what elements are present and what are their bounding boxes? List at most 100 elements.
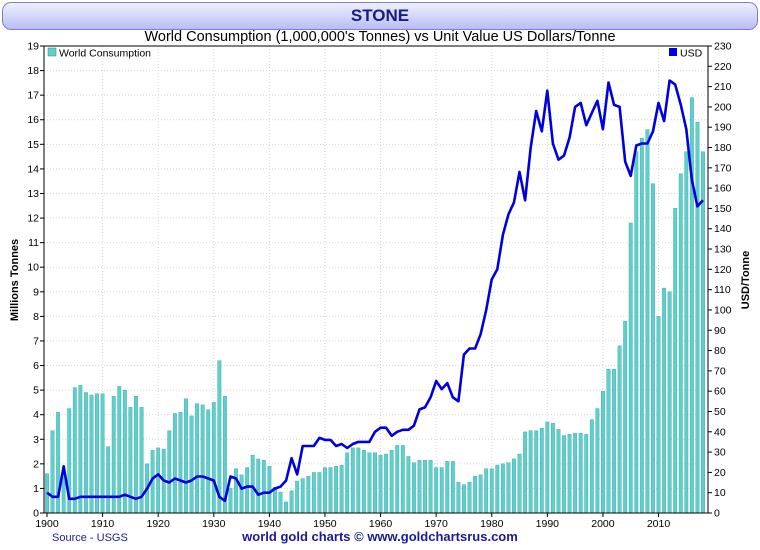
right-tick-label: 170 — [714, 162, 732, 174]
left-tick-label: 3 — [33, 434, 39, 446]
consumption-bar — [211, 402, 216, 514]
consumption-bar — [117, 386, 122, 514]
consumption-bar — [523, 431, 528, 514]
consumption-bar — [361, 450, 366, 514]
consumption-bar — [473, 475, 477, 514]
right-tick-label: 30 — [714, 447, 726, 459]
consumption-bar — [439, 467, 444, 514]
consumption-bar — [539, 428, 544, 514]
consumption-bar — [562, 435, 566, 514]
consumption-bar — [495, 464, 500, 514]
left-tick-label: 12 — [27, 213, 39, 225]
x-tick-label: 1990 — [536, 518, 560, 530]
consumption-bar — [512, 458, 516, 514]
consumption-bar — [245, 467, 250, 514]
right-tick-label: 110 — [714, 284, 731, 296]
consumption-bar — [573, 432, 578, 514]
legend-right: USD — [669, 48, 703, 60]
chart-header-bar: STONE — [2, 2, 758, 30]
consumption-bar — [356, 447, 361, 514]
x-tick-label: 1910 — [91, 518, 115, 530]
consumption-bar — [100, 393, 105, 514]
legend-label-usd: USD — [680, 48, 703, 60]
consumption-bars — [45, 97, 705, 514]
consumption-bar — [656, 316, 661, 514]
left-tick-label: 16 — [27, 114, 39, 126]
left-tick-label: 4 — [33, 409, 39, 421]
consumption-bar — [534, 430, 539, 514]
right-tick-label: 100 — [714, 304, 732, 316]
consumption-bar — [306, 475, 311, 514]
consumption-bar — [234, 468, 238, 514]
consumption-bar — [489, 468, 494, 514]
x-tick-label: 1920 — [147, 518, 171, 530]
consumption-bar — [651, 183, 655, 514]
consumption-bar — [339, 464, 344, 514]
left-tick-label: 18 — [27, 65, 39, 77]
consumption-bar — [567, 434, 572, 514]
left-tick-label: 13 — [27, 188, 39, 200]
right-tick-label: 130 — [714, 244, 732, 256]
consumption-bar — [195, 403, 200, 514]
right-tick-label: 60 — [714, 386, 726, 398]
consumption-bar — [500, 463, 505, 514]
right-tick-label: 140 — [714, 223, 732, 235]
consumption-bar — [200, 404, 205, 514]
consumption-bar — [612, 369, 616, 514]
left-tick-label: 6 — [33, 360, 39, 372]
consumption-bar — [528, 430, 533, 514]
consumption-bar — [384, 453, 389, 514]
left-tick-label: 9 — [33, 286, 39, 298]
consumption-bar — [639, 137, 644, 514]
consumption-bar — [311, 472, 316, 514]
right-tick-label: 80 — [714, 345, 726, 357]
consumption-bar — [256, 458, 261, 514]
consumption-bar — [584, 434, 589, 514]
consumption-bar — [178, 412, 183, 514]
consumption-bar — [406, 456, 411, 514]
consumption-bar — [601, 391, 605, 514]
consumption-bar — [478, 474, 483, 514]
legend-label-consumption: World Consumption — [59, 48, 151, 60]
right-tick-label: 200 — [714, 101, 732, 113]
consumption-bar — [517, 453, 522, 514]
consumption-bar — [267, 466, 272, 514]
usd-series-line — [46, 79, 704, 503]
consumption-bar — [684, 151, 689, 514]
consumption-bar — [467, 482, 472, 514]
right-tick-label: 0 — [714, 508, 720, 520]
consumption-bar — [239, 474, 244, 514]
left-tick-label: 14 — [27, 163, 39, 175]
consumption-bar — [317, 472, 322, 514]
consumption-bar — [300, 478, 305, 514]
consumption-bar — [667, 291, 672, 514]
consumption-bar — [373, 452, 377, 514]
right-axis-label: USD/Tonne — [740, 251, 752, 309]
x-tick-label: 2000 — [591, 518, 615, 530]
consumption-bar — [462, 484, 466, 514]
consumption-bar — [334, 466, 339, 514]
right-tick-label: 90 — [714, 325, 726, 337]
consumption-bar — [400, 445, 405, 514]
consumption-bar — [634, 151, 639, 514]
legend-swatch-usd — [669, 48, 677, 56]
consumption-bar — [95, 393, 99, 514]
consumption-bar — [589, 419, 594, 514]
chart-title: STONE — [350, 6, 410, 25]
consumption-bar — [545, 421, 550, 514]
left-tick-label: 5 — [33, 385, 39, 397]
consumption-bar — [189, 415, 194, 514]
credit-link[interactable]: world gold charts © www.goldchartsrus.co… — [242, 529, 518, 544]
consumption-bar — [367, 452, 372, 514]
consumption-bar — [606, 369, 611, 514]
consumption-bar — [345, 452, 350, 514]
source-note: Source - USGS — [52, 532, 128, 544]
consumption-bar — [450, 461, 455, 514]
consumption-bar — [378, 455, 383, 514]
right-tick-label: 120 — [714, 264, 732, 276]
x-tick-label: 1970 — [424, 518, 448, 530]
consumption-bar — [278, 491, 283, 514]
consumption-bar — [628, 222, 633, 514]
left-tick-label: 11 — [28, 237, 39, 249]
